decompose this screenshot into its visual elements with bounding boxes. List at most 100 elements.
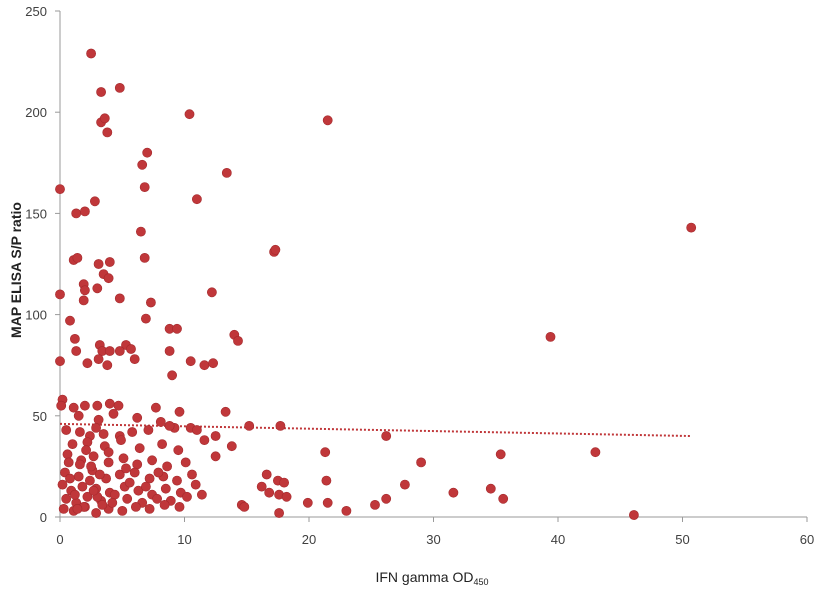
data-point	[129, 354, 140, 364]
data-point	[114, 83, 125, 93]
data-point	[65, 315, 75, 326]
data-point	[102, 360, 113, 371]
trendline	[59, 422, 692, 438]
data-point	[86, 48, 96, 59]
data-point	[61, 425, 72, 435]
data-point	[495, 449, 506, 460]
data-point	[208, 358, 218, 369]
data-point	[370, 499, 380, 510]
data-point	[226, 441, 237, 452]
data-point	[82, 491, 93, 502]
data-point	[93, 354, 104, 364]
data-point	[233, 335, 243, 346]
x-tick-label: 60	[800, 532, 814, 547]
data-point	[75, 427, 85, 437]
data-point	[91, 422, 101, 433]
data-point	[185, 356, 196, 367]
data-point	[320, 447, 331, 458]
data-point	[145, 297, 156, 308]
data-point	[498, 493, 509, 504]
data-point	[67, 439, 78, 449]
data-point	[275, 420, 286, 431]
data-point	[103, 457, 114, 468]
y-tick-label: 250	[25, 4, 47, 19]
data-point	[302, 497, 313, 508]
data-point	[143, 425, 154, 435]
data-point	[118, 453, 129, 464]
data-point	[321, 475, 332, 486]
data-point	[173, 445, 184, 456]
data-point	[686, 222, 697, 233]
data-point	[75, 459, 85, 470]
data-point	[137, 159, 148, 170]
data-point	[93, 414, 104, 425]
data-point	[92, 400, 103, 411]
data-point	[132, 459, 143, 470]
data-point	[172, 323, 182, 334]
x-tick-label: 10	[177, 532, 191, 547]
data-point	[187, 469, 197, 480]
data-point	[96, 87, 106, 97]
data-point	[399, 479, 410, 490]
data-point	[135, 226, 146, 237]
data-point	[210, 431, 221, 441]
data-point	[322, 115, 333, 126]
data-point	[57, 479, 68, 490]
data-point	[164, 346, 175, 356]
data-point	[448, 487, 459, 498]
data-point	[71, 208, 82, 219]
data-point	[322, 497, 333, 508]
data-point	[341, 505, 352, 516]
data-point	[80, 206, 90, 217]
data-point	[164, 420, 175, 431]
data-point	[114, 469, 125, 480]
y-tick-label: 200	[25, 105, 47, 120]
data-point	[174, 406, 185, 417]
x-tick-label: 20	[302, 532, 316, 547]
data-point	[274, 508, 284, 518]
data-point	[103, 447, 114, 458]
data-point	[196, 489, 207, 500]
data-point	[55, 356, 65, 367]
x-tick-label: 40	[551, 532, 565, 547]
data-point	[281, 491, 292, 502]
data-point	[172, 475, 182, 486]
data-point	[85, 475, 95, 486]
data-point	[91, 508, 101, 518]
data-point	[139, 182, 150, 192]
x-axis-label-main: IFN gamma OD	[375, 569, 473, 585]
y-axis-label: MAP ELISA S/P ratio	[8, 202, 24, 338]
data-point	[133, 485, 144, 496]
data-point	[80, 400, 90, 411]
data-point	[162, 461, 172, 472]
data-point	[191, 425, 202, 435]
data-point	[99, 113, 110, 124]
data-point	[159, 499, 170, 510]
data-point	[152, 493, 162, 504]
data-point	[71, 346, 82, 356]
data-point	[191, 194, 202, 205]
data-point	[144, 473, 155, 484]
data-point	[590, 447, 601, 458]
data-point	[261, 469, 272, 480]
data-point	[416, 457, 426, 468]
data-point	[174, 501, 185, 512]
data-point	[80, 285, 90, 296]
data-point	[140, 481, 151, 492]
data-point	[130, 501, 141, 512]
y-tick-label: 100	[25, 308, 47, 323]
data-point	[153, 467, 164, 478]
data-point	[221, 167, 232, 178]
data-point	[88, 451, 99, 462]
data-point	[184, 109, 195, 120]
data-point	[244, 420, 255, 431]
data-point	[81, 445, 91, 456]
x-tick-label: 0	[56, 532, 63, 547]
data-point	[82, 437, 93, 447]
data-point	[56, 400, 67, 411]
data-point	[72, 252, 83, 263]
data-point	[116, 435, 126, 445]
data-point	[126, 344, 136, 354]
data-point	[199, 435, 210, 445]
